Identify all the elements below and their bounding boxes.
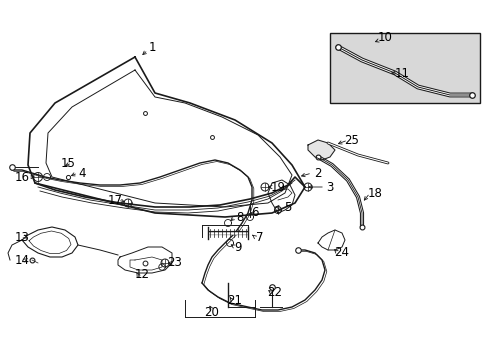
- Text: 9: 9: [234, 240, 241, 253]
- Text: 11: 11: [394, 67, 408, 80]
- Text: 3: 3: [325, 180, 333, 194]
- Text: 24: 24: [334, 247, 349, 260]
- Text: 8: 8: [236, 211, 243, 224]
- Text: 21: 21: [227, 293, 242, 306]
- Text: 6: 6: [251, 207, 258, 220]
- Text: 13: 13: [15, 230, 29, 243]
- Text: 20: 20: [204, 306, 219, 320]
- Text: 15: 15: [61, 157, 75, 170]
- Text: 23: 23: [167, 256, 182, 270]
- Text: 14: 14: [15, 253, 29, 266]
- Text: 7: 7: [256, 230, 263, 243]
- Polygon shape: [307, 140, 334, 160]
- Text: 5: 5: [284, 201, 291, 213]
- Text: 16: 16: [15, 171, 29, 184]
- Text: 22: 22: [267, 287, 282, 300]
- Text: 25: 25: [344, 134, 359, 147]
- Text: 19: 19: [270, 180, 285, 194]
- Text: 10: 10: [377, 31, 392, 44]
- Text: 18: 18: [367, 186, 382, 199]
- Text: 2: 2: [314, 166, 321, 180]
- FancyBboxPatch shape: [329, 33, 479, 103]
- Text: 4: 4: [78, 166, 85, 180]
- Text: 17: 17: [107, 194, 122, 207]
- Text: 12: 12: [134, 269, 149, 282]
- Text: 1: 1: [148, 41, 156, 54]
